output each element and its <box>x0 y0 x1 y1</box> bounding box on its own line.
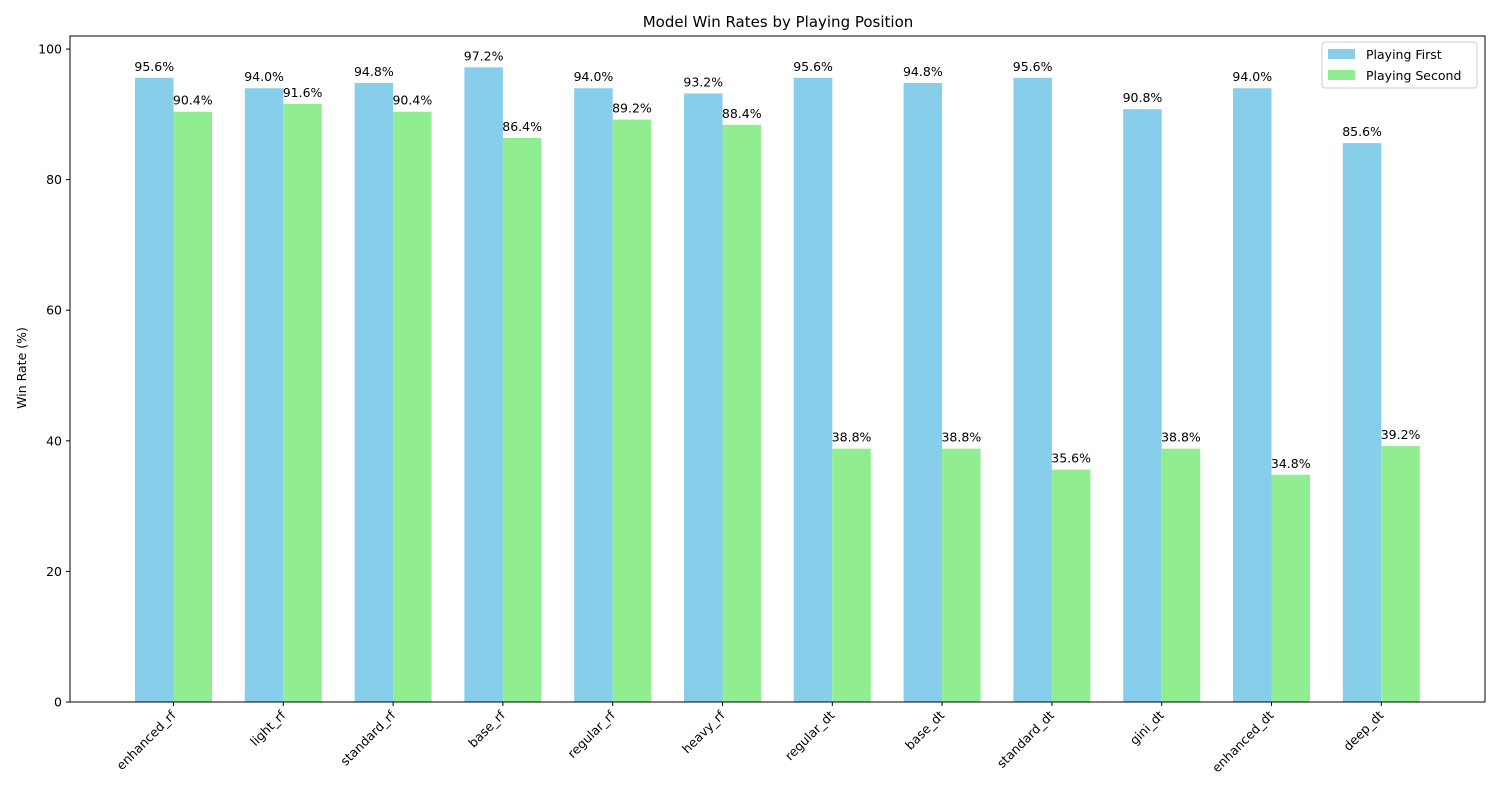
x-tick-label: base_rf <box>465 707 508 750</box>
x-tick-label: standard_dt <box>994 707 1057 770</box>
x-tick-label: enhanced_dt <box>1209 707 1277 775</box>
data-label: 35.6% <box>1051 451 1091 466</box>
bar-playing-first <box>244 88 284 702</box>
bar-playing-first <box>903 83 943 702</box>
legend-box <box>1321 41 1478 89</box>
data-label: 34.8% <box>1271 456 1311 471</box>
bar-playing-first <box>135 77 174 703</box>
y-tick-label: 40 <box>46 433 62 448</box>
bar-playing-second <box>283 103 322 702</box>
legend: Playing First Playing Second <box>1321 41 1478 89</box>
bar-playing-first <box>1013 77 1052 703</box>
data-label: 95.6% <box>134 59 174 74</box>
data-label: 89.2% <box>612 101 652 116</box>
legend-swatch <box>1328 49 1355 59</box>
bar-playing-second <box>1051 469 1091 702</box>
data-label: 38.8% <box>941 430 981 445</box>
y-axis-label: Win Rate (%) <box>14 327 29 409</box>
bar-playing-second <box>173 111 212 703</box>
bar-playing-second <box>393 111 432 703</box>
data-label: 94.0% <box>574 69 614 84</box>
bar-playing-first <box>574 88 613 702</box>
data-label: 93.2% <box>683 74 723 89</box>
data-label: 95.6% <box>793 59 833 74</box>
data-label: 86.4% <box>502 119 542 134</box>
bar-playing-first <box>684 93 723 703</box>
bar-playing-second <box>722 124 761 703</box>
legend-label: Playing First <box>1366 47 1442 62</box>
bar-playing-first <box>793 77 833 703</box>
data-label: 94.0% <box>1232 69 1272 84</box>
bar-playing-second <box>1381 446 1420 702</box>
bar-playing-second <box>1161 448 1201 702</box>
x-tick-label: deep_dt <box>1340 707 1386 753</box>
x-tick-label: light_rf <box>247 707 289 749</box>
data-label: 38.8% <box>832 430 872 445</box>
data-label: 90.8% <box>1123 90 1163 105</box>
y-tick-label: 80 <box>46 172 62 187</box>
data-label: 90.4% <box>392 93 432 108</box>
x-tick-label: heavy_rf <box>679 707 728 756</box>
y-tick-label: 0 <box>54 695 62 710</box>
data-label: 97.2% <box>464 48 504 63</box>
x-tick-label: regular_dt <box>782 707 838 763</box>
bar-playing-second <box>832 448 871 702</box>
x-tick-label: base_dt <box>902 707 947 752</box>
x-tick-label: enhanced_rf <box>113 707 179 773</box>
bar-playing-first <box>1233 88 1272 702</box>
data-label: 94.8% <box>354 64 394 79</box>
data-label: 94.0% <box>244 69 284 84</box>
x-tick-label: regular_rf <box>564 707 618 761</box>
y-tick-label: 60 <box>46 303 62 318</box>
y-tick-label: 100 <box>38 42 62 57</box>
bar-playing-first <box>1342 143 1382 703</box>
bar-playing-second <box>502 137 542 702</box>
data-label: 91.6% <box>283 85 323 100</box>
data-label: 38.8% <box>1161 430 1201 445</box>
bar-playing-second <box>942 448 981 702</box>
data-label: 95.6% <box>1013 59 1053 74</box>
data-label: 94.8% <box>903 64 943 79</box>
data-label: 90.4% <box>173 93 213 108</box>
x-tick-label: gini_dt <box>1127 707 1167 747</box>
data-label: 39.2% <box>1381 427 1421 442</box>
plot-area: 02040608010095.6%90.4%enhanced_rf94.0%91… <box>38 42 1420 776</box>
data-label: 85.6% <box>1342 124 1382 139</box>
bar-playing-first <box>354 83 394 702</box>
data-label: 88.4% <box>722 106 762 121</box>
bar-playing-second <box>612 119 652 702</box>
legend-swatch <box>1328 70 1355 80</box>
bar-playing-first <box>464 67 503 702</box>
bar-playing-first <box>1123 109 1162 703</box>
y-tick-label: 20 <box>46 564 62 579</box>
chart-title: Model Win Rates by Playing Position <box>643 13 914 31</box>
bar-playing-second <box>1271 474 1310 702</box>
plot-frame <box>69 35 1486 703</box>
x-tick-label: standard_rf <box>337 707 398 768</box>
legend-label: Playing Second <box>1366 68 1461 83</box>
